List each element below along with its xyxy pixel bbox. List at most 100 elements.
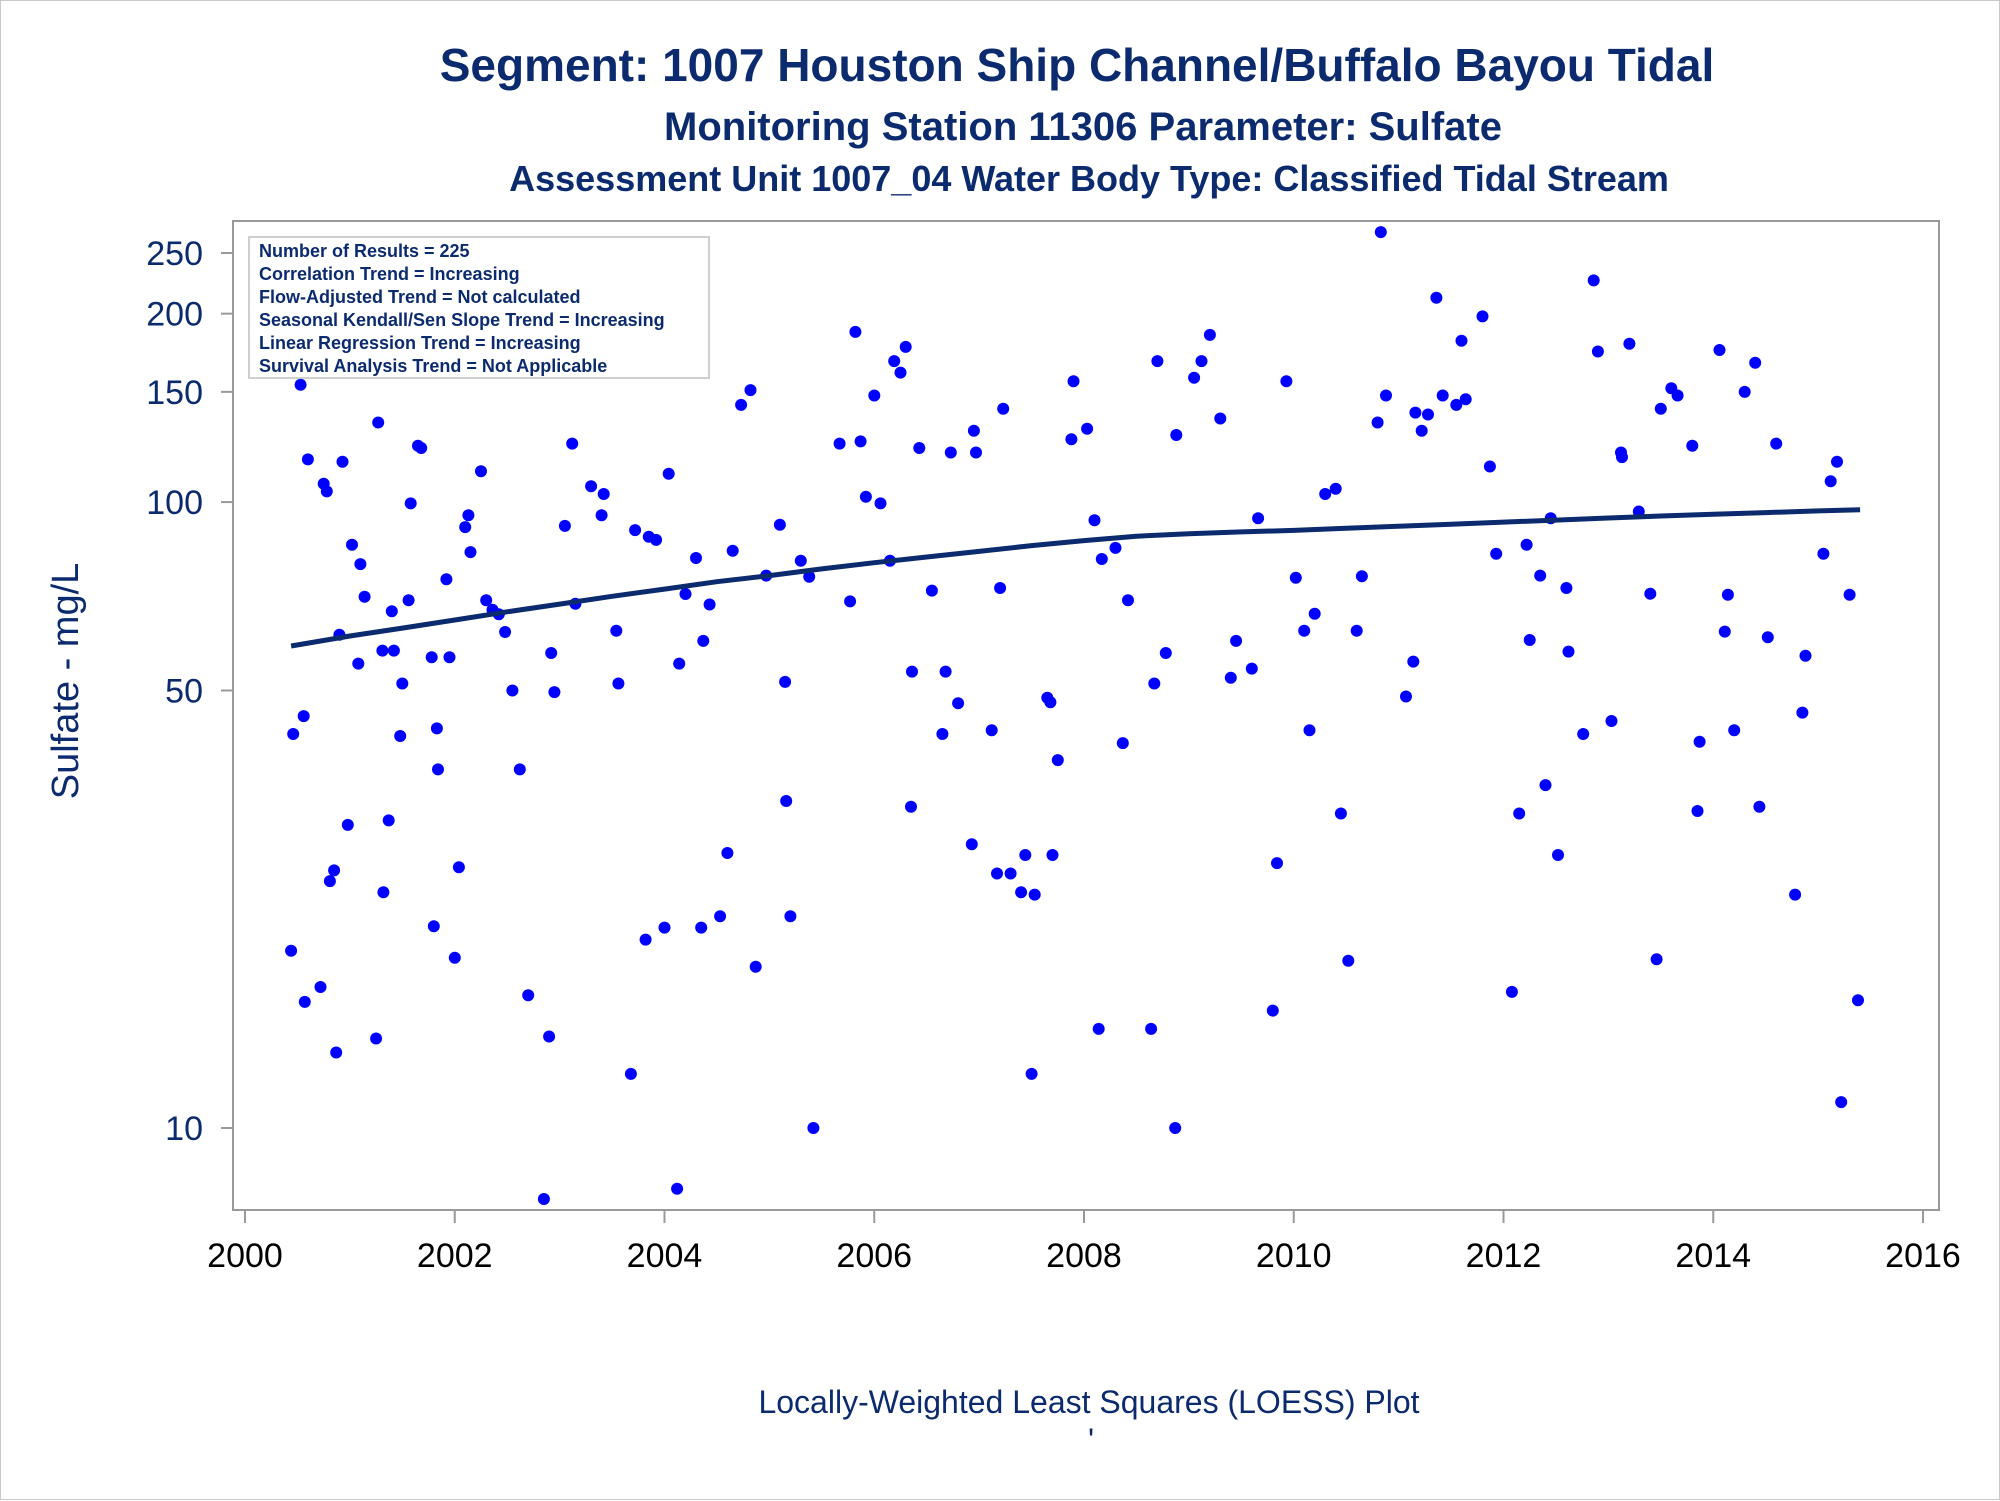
stat-line: Seasonal Kendall/Sen Slope Trend = Incre… (259, 310, 665, 330)
data-point (1159, 647, 1172, 659)
data-point (913, 442, 926, 454)
data-point (566, 437, 579, 450)
data-point (1761, 631, 1774, 644)
data-point (1188, 371, 1201, 384)
data-point (1587, 274, 1600, 287)
data-point (415, 442, 428, 454)
data-point (346, 538, 358, 551)
chart-subtitle-2: Assessment Unit 1007_04 Water Body Type:… (509, 158, 1669, 199)
data-point (780, 795, 793, 807)
y-tick-label: 150 (146, 374, 203, 412)
data-point (1415, 424, 1428, 437)
data-point (726, 544, 739, 557)
data-point (1088, 514, 1101, 527)
y-axis-label: Sulfate - mg/L (45, 563, 87, 800)
data-point (1371, 416, 1384, 429)
data-point (558, 519, 571, 532)
x-tick-label: 2006 (836, 1237, 912, 1275)
data-point (1350, 624, 1363, 637)
data-point (1400, 690, 1412, 703)
data-point (735, 398, 748, 411)
data-point (1476, 310, 1489, 323)
data-point (1195, 355, 1208, 368)
data-point (744, 384, 757, 397)
x-tick-label: 2004 (627, 1237, 703, 1275)
data-point (1298, 624, 1311, 637)
data-point (427, 920, 440, 933)
data-point (1303, 724, 1316, 737)
data-point (967, 424, 980, 437)
data-point (779, 675, 792, 688)
data-point (794, 554, 807, 567)
stat-line: Survival Analysis Trend = Not Applicable (259, 356, 607, 376)
data-point (612, 677, 625, 690)
data-point (1671, 389, 1684, 402)
data-point (385, 605, 398, 618)
data-point (294, 378, 307, 391)
data-point (382, 814, 395, 827)
data-point (328, 864, 341, 877)
data-point (658, 921, 671, 934)
data-point (1380, 389, 1392, 402)
data-point (1148, 677, 1161, 690)
data-point (330, 1046, 343, 1059)
data-point (899, 340, 912, 353)
data-point (1430, 291, 1443, 304)
data-point (671, 1182, 684, 1195)
data-point (1721, 588, 1734, 601)
data-point (545, 647, 558, 659)
data-point (377, 886, 390, 899)
data-point (1065, 433, 1078, 446)
data-point (585, 480, 598, 493)
data-point (650, 533, 663, 546)
data-point (1513, 807, 1526, 820)
data-point (833, 437, 846, 450)
data-point (320, 485, 333, 498)
data-point (1560, 582, 1573, 594)
data-point (1169, 1122, 1182, 1134)
data-point (1109, 541, 1122, 554)
data-point (1644, 587, 1657, 600)
data-point (1334, 807, 1347, 820)
data-point (297, 710, 310, 723)
data-point (905, 800, 917, 813)
data-point (662, 467, 675, 480)
data-point (906, 665, 918, 678)
data-point (997, 402, 1010, 415)
y-tick-label: 50 (165, 673, 203, 711)
data-point (336, 455, 349, 468)
data-point (285, 944, 298, 957)
data-point (1523, 634, 1536, 646)
data-point (690, 552, 702, 564)
data-point (522, 989, 535, 1002)
data-point (1252, 512, 1265, 525)
data-point (1422, 408, 1434, 421)
data-point (354, 558, 367, 571)
data-point (1539, 779, 1552, 792)
data-point (394, 730, 407, 742)
footer-mark: ' (1088, 1422, 1094, 1458)
data-point (1817, 547, 1830, 560)
loess-line (290, 507, 1861, 649)
data-point (1490, 547, 1503, 560)
y-axis: 10 50 100 150 200 250 (146, 235, 233, 1148)
data-point (1280, 375, 1293, 388)
data-point (1046, 849, 1059, 861)
chart-subtitle: Monitoring Station 11306 Parameter: Sulf… (664, 105, 1502, 149)
y-tick-label: 200 (146, 296, 203, 334)
data-point (985, 724, 998, 737)
data-point (464, 546, 477, 559)
data-point (443, 651, 456, 664)
plot-area-border (232, 220, 1940, 1211)
data-point (1019, 849, 1032, 861)
data-point (1203, 328, 1216, 341)
data-point (1122, 594, 1134, 607)
data-point (749, 960, 762, 973)
data-point (1713, 344, 1726, 356)
chart-title: Segment: 1007 Houston Ship Channel/Buffa… (440, 39, 1715, 91)
data-point (1616, 451, 1628, 464)
data-point (402, 594, 415, 607)
data-point (387, 644, 400, 657)
